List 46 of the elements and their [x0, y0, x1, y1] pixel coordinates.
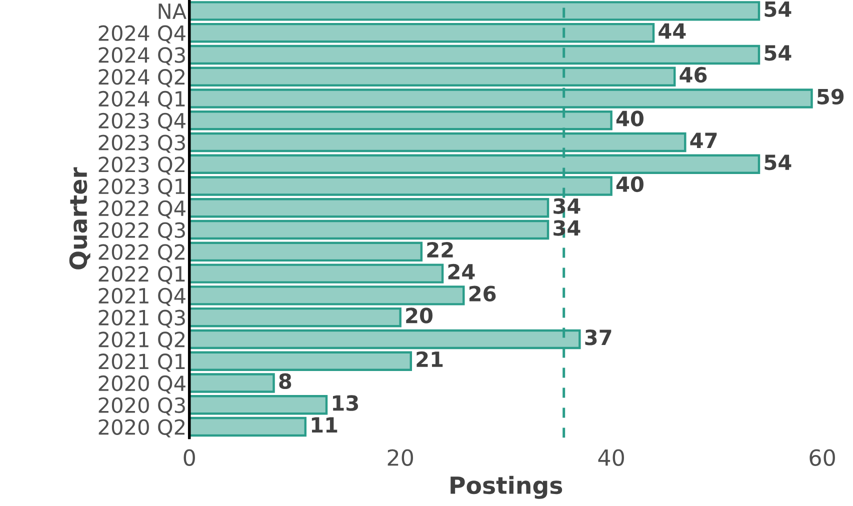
y-tick-label: 2020 Q4	[98, 375, 186, 394]
data-label: 22	[427, 242, 453, 258]
x-tick-label: 20	[388, 449, 414, 466]
data-label: 40	[616, 176, 644, 192]
data-label: 26	[469, 286, 496, 302]
data-label: 40	[616, 110, 644, 126]
y-tick-label: 2021 Q1	[98, 354, 185, 372]
data-label: 24	[448, 264, 475, 280]
y-tick-label: 2023 Q1	[98, 178, 185, 197]
y-tick-label: 2024 Q3	[98, 47, 185, 66]
data-label: 54	[764, 45, 792, 61]
y-tick-label: 2020 Q2	[98, 419, 184, 438]
y-tick-label: 2021 Q2	[98, 332, 184, 350]
data-label: 44	[658, 23, 686, 39]
data-label: 34	[554, 198, 580, 214]
x-axis-title: Postings	[450, 476, 562, 499]
y-tick-label: 2023 Q4	[98, 112, 186, 131]
y-tick-label: 2024 Q1	[98, 90, 185, 110]
y-tick-label: 2022 Q4	[98, 200, 186, 219]
y-tick-label: 2023 Q2	[98, 156, 184, 175]
y-tick-label: 2022 Q2	[98, 244, 184, 262]
y-tick-label: 2024 Q2	[98, 69, 184, 88]
y-axis-title: Quarter	[69, 167, 90, 270]
y-tick-label: 2023 Q3	[98, 134, 185, 153]
data-label: 20	[406, 308, 433, 324]
y-tick-label: 2021 Q4	[98, 288, 186, 306]
x-tick-label: 0	[184, 449, 195, 466]
y-tick-label: NA	[158, 4, 186, 19]
data-label: 21	[416, 351, 443, 367]
y-tick-label: 2022 Q3	[98, 222, 185, 240]
data-label: 47	[690, 132, 717, 148]
y-tick-label: 2021 Q3	[98, 310, 185, 328]
y-tick-label: 2022 Q1	[98, 266, 185, 284]
data-label: 54	[764, 2, 792, 17]
y-tick-label: 2020 Q3	[98, 397, 185, 416]
data-label: 8	[279, 373, 292, 390]
data-label: 54	[764, 154, 792, 170]
data-label: 59	[818, 88, 844, 105]
data-label: 34	[554, 220, 580, 236]
x-tick-label: 60	[810, 449, 835, 466]
data-label: 11	[312, 417, 338, 432]
data-label: 37	[585, 329, 612, 346]
data-label: 46	[680, 66, 707, 83]
x-tick-label: 40	[598, 449, 624, 466]
y-tick-label: 2024 Q4	[98, 25, 186, 44]
data-label: 13	[333, 395, 358, 411]
